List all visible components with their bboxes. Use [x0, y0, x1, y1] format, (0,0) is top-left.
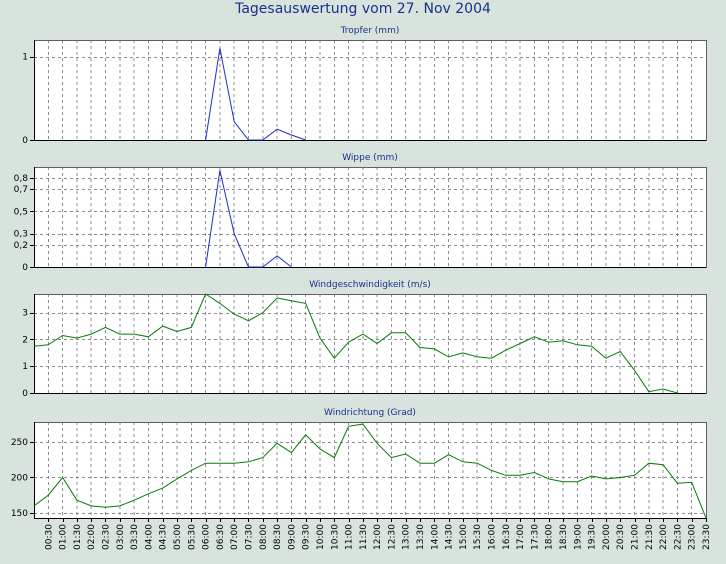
x-tick-label: 02:00 [87, 524, 97, 550]
chart-1-series-line [205, 48, 306, 141]
x-tick-label: 22:30 [673, 524, 683, 550]
x-tick-label: 21:30 [645, 524, 655, 550]
chart-4-title: Windrichtung (Grad) [324, 408, 416, 418]
chart-2-y-tick-label: 0,3 [14, 230, 28, 240]
x-tick-label: 09:30 [302, 524, 312, 550]
chart-3-title: Windgeschwindigkeit (m/s) [309, 280, 431, 290]
x-tick-label: 16:30 [502, 524, 512, 550]
chart-3-y-tick-label: 0 [22, 389, 28, 399]
x-tick-label: 17:30 [530, 524, 540, 550]
x-tick-label: 15:00 [459, 524, 469, 550]
x-tick-label: 02:30 [101, 524, 111, 550]
x-tick-label: 18:00 [545, 524, 555, 550]
x-tick-label: 14:30 [445, 524, 455, 550]
x-tick-label: 15:30 [473, 524, 483, 550]
chart-4-y-tick-label: 250 [11, 438, 28, 448]
x-tick-label: 10:00 [316, 524, 326, 550]
chart-3-y-tick-label: 1 [22, 362, 28, 372]
chart-4-plot-area [34, 422, 706, 518]
chart-3-y-tick-label: 3 [22, 309, 28, 319]
chart-1-title: Tropfer (mm) [340, 26, 400, 36]
x-tick-label: 09:00 [287, 524, 297, 550]
x-tick-label: 01:30 [73, 524, 83, 550]
chart-2-y-tick-label: 0,8 [14, 174, 29, 184]
x-tick-label: 08:30 [273, 524, 283, 550]
chart-2-title: Wippe (mm) [342, 153, 398, 163]
x-tick-label: 18:30 [559, 524, 569, 550]
chart-2-plot-area [34, 167, 706, 267]
x-tick-label: 12:00 [373, 524, 383, 550]
x-tick-label: 19:30 [588, 524, 598, 550]
chart-4-y-tick-label: 200 [11, 473, 28, 483]
x-tick-label: 17:00 [516, 524, 526, 550]
x-tick-label: 19:00 [573, 524, 583, 550]
x-tick-label: 22:00 [659, 524, 669, 550]
x-tick-label: 23:30 [702, 524, 712, 550]
chart-2-y-tick-label: 0,5 [14, 207, 28, 217]
chart-2-y-tick-label: 0,2 [14, 241, 28, 251]
chart-4-y-tick-label: 150 [11, 509, 28, 519]
x-tick-label: 10:30 [330, 524, 340, 550]
x-tick-label: 12:30 [387, 524, 397, 550]
x-tick-label: 21:00 [631, 524, 641, 550]
x-tick-label: 07:30 [244, 524, 254, 550]
chart-1-plot-area [34, 40, 706, 140]
chart-3-series-line [33, 293, 678, 394]
x-tick-label: 11:30 [359, 524, 369, 550]
x-tick-label: 16:00 [488, 524, 498, 550]
x-tick-label: 23:00 [688, 524, 698, 550]
chart-4-series-line [33, 423, 707, 519]
chart-2-y-tick-label: 0 [22, 263, 28, 273]
chart-2-y-tick-label: 0,7 [14, 185, 28, 195]
x-tick-label: 05:30 [187, 524, 197, 550]
x-tick-label: 14:00 [430, 524, 440, 550]
x-tick-label: 06:30 [216, 524, 226, 550]
x-tick-label: 11:00 [345, 524, 355, 550]
x-tick-label: 04:00 [144, 524, 154, 550]
x-tick-label: 20:30 [616, 524, 626, 550]
chart-2-series-line [205, 170, 292, 268]
x-tick-label: 06:00 [202, 524, 212, 550]
chart-3-plot-area [34, 294, 706, 393]
x-tick-label: 03:30 [130, 524, 140, 550]
chart-3-y-tick-label: 2 [22, 335, 28, 345]
x-tick-label: 03:00 [116, 524, 126, 550]
x-tick-label: 00:30 [44, 524, 54, 550]
x-tick-label: 13:30 [416, 524, 426, 550]
x-tick-label: 08:00 [259, 524, 269, 550]
page-title: Tagesauswertung vom 27. Nov 2004 [235, 1, 491, 17]
chart-1-y-tick-label: 0 [22, 136, 28, 146]
x-tick-label: 13:00 [402, 524, 412, 550]
x-tick-label: 05:00 [173, 524, 183, 550]
chart-1-y-tick-label: 1 [22, 53, 28, 63]
x-tick-label: 20:00 [602, 524, 612, 550]
x-tick-label: 04:30 [159, 524, 169, 550]
x-tick-label: 01:00 [59, 524, 69, 550]
x-tick-label: 07:00 [230, 524, 240, 550]
